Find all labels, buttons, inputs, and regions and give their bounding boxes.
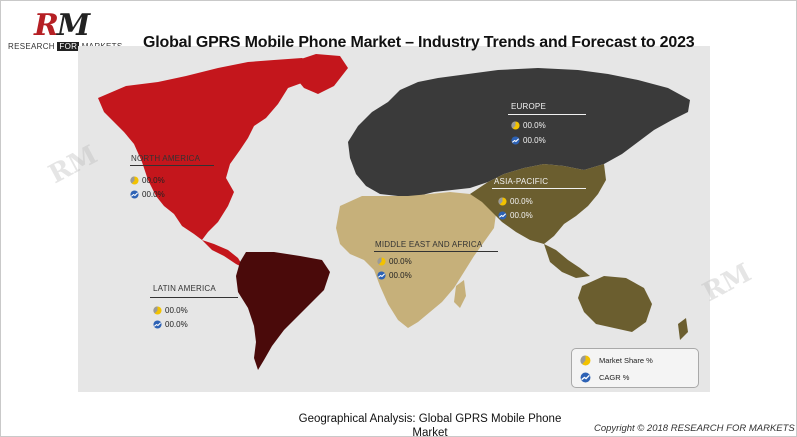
region-middle-east-africa (336, 192, 496, 328)
region-line-europe (508, 114, 586, 115)
region-label-middle-east-africa: MIDDLE EAST AND AFRICA (375, 240, 483, 249)
stat-cagr-middle-east-africa: 00.0% (377, 271, 412, 280)
pie-chart-icon (511, 121, 520, 130)
region-label-europe: EUROPE (511, 102, 546, 111)
stat-market-share-europe: 00.0% (511, 121, 546, 130)
pie-chart-icon (153, 306, 162, 315)
legend-market-share: Market Share % (580, 355, 653, 366)
region-north-america-central (202, 240, 244, 268)
region-asia-pacific (470, 164, 606, 244)
stat-cagr-asia-pacific: 00.0% (498, 211, 533, 220)
legend-cagr: CAGR % (580, 372, 629, 383)
region-madagascar (454, 280, 466, 308)
stat-market-share-latin-america: 00.0% (153, 306, 188, 315)
growth-chart-icon (153, 320, 162, 329)
region-label-asia-pacific: ASIA-PACIFIC (494, 177, 549, 186)
stat-market-share-north-america: 00.0% (130, 176, 165, 185)
page-title: Global GPRS Mobile Phone Market – Indust… (143, 34, 695, 51)
growth-chart-icon (580, 372, 591, 383)
region-europe-uk (370, 142, 382, 164)
region-label-north-america: NORTH AMERICA (131, 154, 201, 163)
stat-cagr-north-america: 00.0% (130, 190, 165, 199)
stat-market-share-asia-pacific: 00.0% (498, 197, 533, 206)
region-line-latin-america (150, 297, 238, 298)
region-asia-pacific-sea (544, 244, 590, 278)
region-australia (578, 276, 652, 332)
growth-chart-icon (511, 136, 520, 145)
growth-chart-icon (498, 211, 507, 220)
region-line-north-america (130, 165, 214, 166)
stat-cagr-europe: 00.0% (511, 136, 546, 145)
pie-chart-icon (377, 257, 386, 266)
pie-chart-icon (498, 197, 507, 206)
world-map-svg (98, 54, 690, 370)
region-label-latin-america: LATIN AMERICA (153, 284, 216, 293)
pie-chart-icon (580, 355, 591, 366)
region-latin-america (236, 252, 330, 370)
world-map (78, 46, 710, 392)
region-north-america-greenland (292, 54, 348, 94)
pie-chart-icon (130, 176, 139, 185)
growth-chart-icon (377, 271, 386, 280)
region-europe (348, 68, 690, 196)
stat-cagr-latin-america: 00.0% (153, 320, 188, 329)
legend-cagr-label: CAGR % (599, 373, 630, 382)
region-line-middle-east-africa (374, 251, 498, 252)
growth-chart-icon (130, 190, 139, 199)
logo-mark: RM (34, 8, 90, 43)
region-north-america (98, 58, 318, 240)
map-legend: Market Share % CAGR % (571, 348, 699, 388)
region-line-asia-pacific (492, 188, 586, 189)
legend-market-share-label: Market Share % (599, 356, 653, 365)
copyright-notice: Copyright © 2018 RESEARCH FOR MARKETS (594, 423, 795, 434)
region-new-zealand (678, 318, 688, 340)
map-caption: Geographical Analysis: Global GPRS Mobil… (298, 413, 562, 437)
stat-market-share-middle-east-africa: 00.0% (377, 257, 412, 266)
